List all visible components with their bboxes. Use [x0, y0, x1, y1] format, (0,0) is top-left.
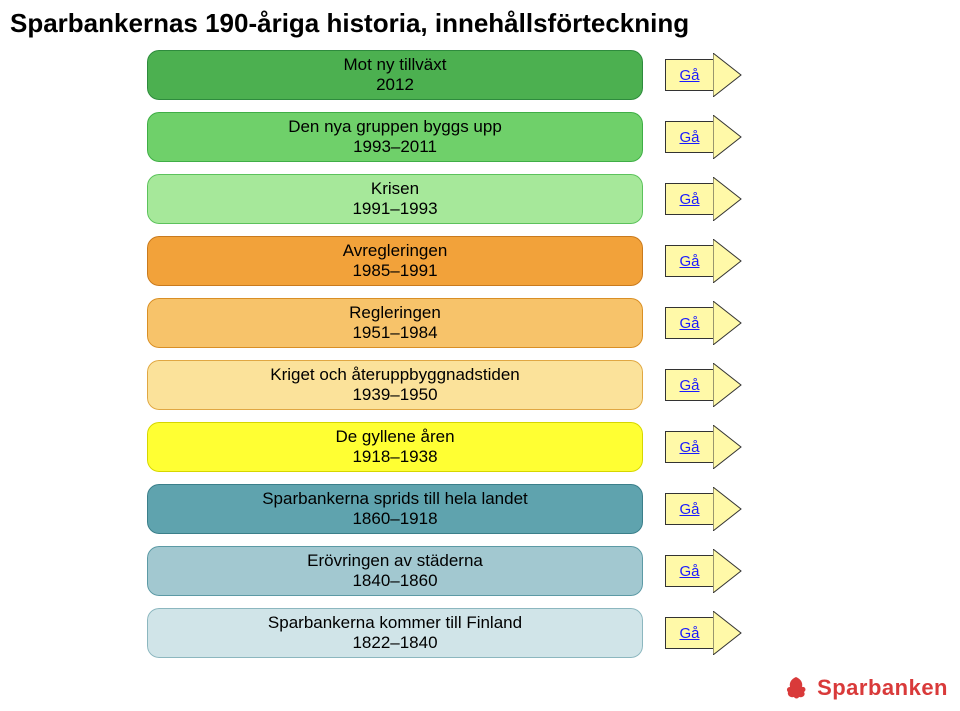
timeline-bar: Regleringen1951–1984	[145, 296, 645, 350]
go-arrow[interactable]: Gå	[665, 55, 745, 95]
go-arrow[interactable]: Gå	[665, 117, 745, 157]
go-arrow-wrap: Gå	[665, 489, 745, 529]
brand-name: Sparbanken	[817, 675, 948, 701]
arrow-body: Gå	[665, 555, 713, 587]
go-arrow-wrap: Gå	[665, 241, 745, 281]
bar-years: 2012	[376, 75, 414, 95]
timeline-bar: Erövringen av städerna1840–1860	[145, 544, 645, 598]
bar-title: Sparbankerna sprids till hela landet	[262, 489, 528, 509]
go-link[interactable]: Gå	[679, 625, 699, 642]
timeline-bar: Avregleringen1985–1991	[145, 234, 645, 288]
go-arrow-wrap: Gå	[665, 117, 745, 157]
go-arrow[interactable]: Gå	[665, 241, 745, 281]
arrow-body: Gå	[665, 307, 713, 339]
go-arrow-wrap: Gå	[665, 365, 745, 405]
arrow-head-icon	[713, 115, 743, 159]
bar-years: 1985–1991	[352, 261, 437, 281]
go-arrow[interactable]: Gå	[665, 365, 745, 405]
timeline-row: Krisen1991–1993Gå	[145, 172, 645, 226]
timeline-row: Erövringen av städerna1840–1860Gå	[145, 544, 645, 598]
timeline-bar: Mot ny tillväxt2012	[145, 48, 645, 102]
timeline-bar: Kriget och återuppbyggnadstiden1939–1950	[145, 358, 645, 412]
timeline-stack: Mot ny tillväxt2012Gå Den nya gruppen byg…	[145, 48, 645, 668]
timeline-row: Avregleringen1985–1991Gå	[145, 234, 645, 288]
bar-years: 1860–1918	[352, 509, 437, 529]
timeline-bar: Den nya gruppen byggs upp1993–2011	[145, 110, 645, 164]
page: Sparbankernas 190-åriga historia, innehå…	[0, 0, 960, 711]
arrow-head-icon	[713, 487, 743, 531]
timeline-row: Mot ny tillväxt2012Gå	[145, 48, 645, 102]
go-link[interactable]: Gå	[679, 377, 699, 394]
timeline-row: Regleringen1951–1984Gå	[145, 296, 645, 350]
page-title: Sparbankernas 190-åriga historia, innehå…	[0, 0, 960, 39]
bar-years: 1939–1950	[352, 385, 437, 405]
go-link[interactable]: Gå	[679, 253, 699, 270]
go-arrow-wrap: Gå	[665, 427, 745, 467]
timeline-row: De gyllene åren1918–1938Gå	[145, 420, 645, 474]
timeline-bar: Krisen1991–1993	[145, 172, 645, 226]
bar-years: 1918–1938	[352, 447, 437, 467]
arrow-head-icon	[713, 177, 743, 221]
bar-title: Avregleringen	[343, 241, 448, 261]
arrow-head-icon	[713, 363, 743, 407]
go-arrow-wrap: Gå	[665, 303, 745, 343]
arrow-head-icon	[713, 611, 743, 655]
go-arrow-wrap: Gå	[665, 551, 745, 591]
bar-title: Regleringen	[349, 303, 441, 323]
arrow-head-icon	[713, 53, 743, 97]
go-arrow[interactable]: Gå	[665, 489, 745, 529]
arrow-body: Gå	[665, 121, 713, 153]
arrow-head-icon	[713, 301, 743, 345]
timeline-row: Kriget och återuppbyggnadstiden1939–1950…	[145, 358, 645, 412]
bar-title: Erövringen av städerna	[307, 551, 483, 571]
arrow-head-icon	[713, 549, 743, 593]
arrow-body: Gå	[665, 183, 713, 215]
timeline-row: Sparbankerna sprids till hela landet1860…	[145, 482, 645, 536]
bar-years: 1991–1993	[352, 199, 437, 219]
arrow-head-icon	[713, 425, 743, 469]
go-link[interactable]: Gå	[679, 67, 699, 84]
go-link[interactable]: Gå	[679, 563, 699, 580]
arrow-body: Gå	[665, 245, 713, 277]
go-arrow-wrap: Gå	[665, 55, 745, 95]
go-arrow[interactable]: Gå	[665, 427, 745, 467]
go-arrow-wrap: Gå	[665, 179, 745, 219]
arrow-head-icon	[713, 239, 743, 283]
timeline-bar: De gyllene åren1918–1938	[145, 420, 645, 474]
brand-logo: Sparbanken	[783, 675, 948, 701]
arrow-body: Gå	[665, 431, 713, 463]
go-arrow[interactable]: Gå	[665, 613, 745, 653]
bar-title: Mot ny tillväxt	[344, 55, 447, 75]
bar-years: 1951–1984	[352, 323, 437, 343]
timeline-bar: Sparbankerna kommer till Finland1822–184…	[145, 606, 645, 660]
timeline-row: Den nya gruppen byggs upp1993–2011Gå	[145, 110, 645, 164]
go-link[interactable]: Gå	[679, 501, 699, 518]
go-link[interactable]: Gå	[679, 439, 699, 456]
go-arrow[interactable]: Gå	[665, 179, 745, 219]
bar-years: 1993–2011	[353, 137, 437, 157]
timeline-row: Sparbankerna kommer till Finland1822–184…	[145, 606, 645, 660]
bar-title: Den nya gruppen byggs upp	[288, 117, 502, 137]
go-arrow[interactable]: Gå	[665, 303, 745, 343]
bar-title: Krisen	[371, 179, 419, 199]
arrow-body: Gå	[665, 617, 713, 649]
arrow-body: Gå	[665, 59, 713, 91]
go-link[interactable]: Gå	[679, 191, 699, 208]
go-arrow[interactable]: Gå	[665, 551, 745, 591]
bar-title: Kriget och återuppbyggnadstiden	[270, 365, 520, 385]
arrow-body: Gå	[665, 493, 713, 525]
arrow-body: Gå	[665, 369, 713, 401]
bar-years: 1822–1840	[352, 633, 437, 653]
go-link[interactable]: Gå	[679, 315, 699, 332]
bar-years: 1840–1860	[352, 571, 437, 591]
oak-leaf-icon	[783, 675, 809, 701]
go-arrow-wrap: Gå	[665, 613, 745, 653]
bar-title: Sparbankerna kommer till Finland	[268, 613, 522, 633]
timeline-bar: Sparbankerna sprids till hela landet1860…	[145, 482, 645, 536]
bar-title: De gyllene åren	[335, 427, 454, 447]
go-link[interactable]: Gå	[679, 129, 699, 146]
